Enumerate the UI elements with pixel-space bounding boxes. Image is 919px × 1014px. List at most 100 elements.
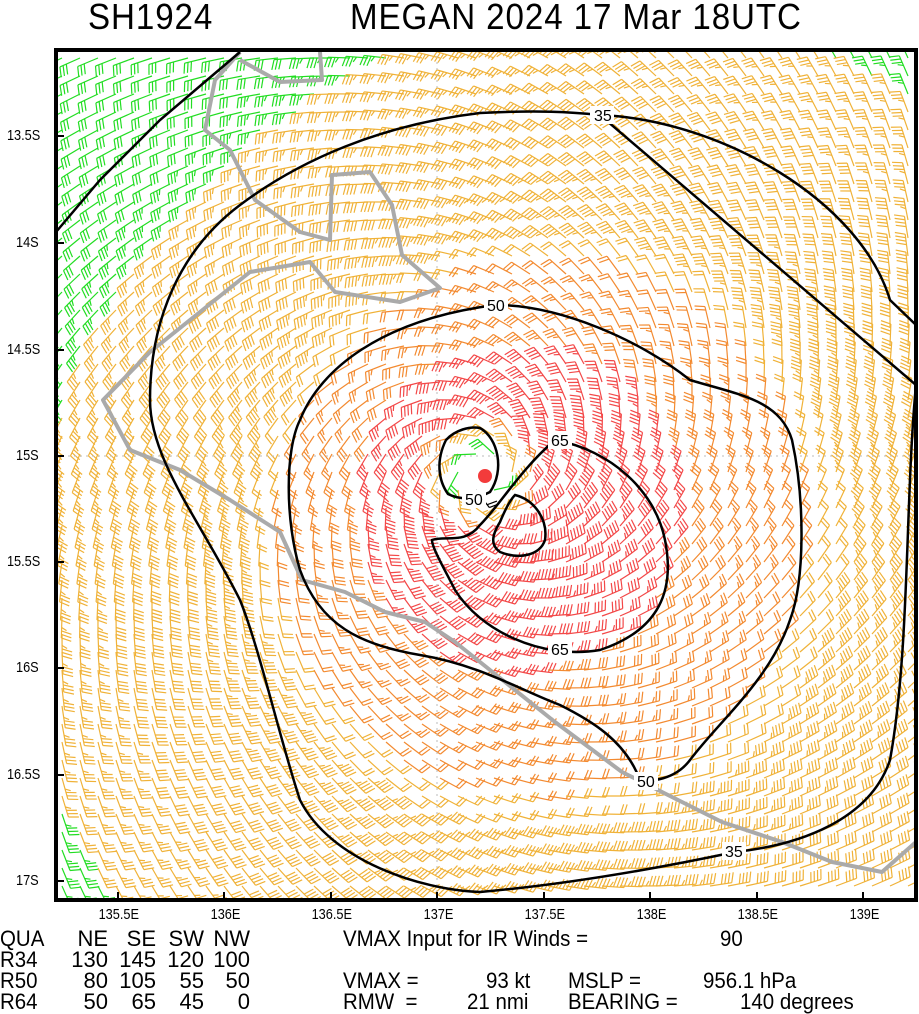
wind-barb xyxy=(184,129,207,148)
wind-barb xyxy=(115,867,137,889)
wind-barb xyxy=(56,237,63,244)
wind-barb xyxy=(150,201,171,223)
contour-labels: 35 35 50 50 50 65 65 xyxy=(462,106,746,861)
wind-barb xyxy=(557,116,585,131)
wind-barb xyxy=(615,254,639,275)
wind-barb xyxy=(75,543,87,571)
wind-barb xyxy=(187,291,207,316)
wind-barb xyxy=(241,741,263,763)
wind-barb xyxy=(359,91,387,103)
wind-barb xyxy=(761,127,783,149)
wind-barb xyxy=(893,196,909,221)
wind-barb xyxy=(817,757,839,779)
wind-barb xyxy=(872,126,891,149)
wind-barb xyxy=(151,885,172,900)
plot-title: MEGAN 2024 17 Mar 18UTC xyxy=(350,0,802,37)
wind-barb xyxy=(61,183,81,207)
wind-barb xyxy=(403,507,415,534)
wind-barb xyxy=(723,110,747,131)
wind-barb xyxy=(521,277,549,293)
wind-barb xyxy=(781,758,803,779)
wind-barb xyxy=(133,849,155,871)
wind-barb xyxy=(547,584,573,599)
wind-barb xyxy=(502,65,531,78)
wind-barb xyxy=(312,345,333,368)
wind-barb xyxy=(258,291,279,313)
wind-barb xyxy=(169,669,185,694)
wind-barb xyxy=(658,323,675,347)
wind-barb xyxy=(241,309,261,333)
wind-barb xyxy=(745,870,769,887)
wind-barb xyxy=(187,849,210,870)
wind-barb xyxy=(853,738,874,761)
wind-barb xyxy=(792,373,804,401)
wind-barb xyxy=(113,93,135,113)
wind-barb xyxy=(113,129,135,150)
wind-barb xyxy=(377,471,391,500)
wind-barb xyxy=(668,147,693,167)
wind-barb xyxy=(565,677,592,689)
wind-barb xyxy=(799,162,819,185)
wind-barb xyxy=(395,162,423,174)
wind-barb xyxy=(877,249,891,275)
wind-barb xyxy=(709,235,729,257)
wind-barb xyxy=(529,463,544,491)
wind-barb xyxy=(112,561,125,589)
wind-barb xyxy=(745,703,767,725)
contour-label-50: 50 xyxy=(637,774,655,791)
wind-barb xyxy=(344,255,369,270)
wind-barb xyxy=(205,651,222,675)
wind-barb xyxy=(255,147,279,164)
wind-barb xyxy=(778,56,801,77)
wind-barb xyxy=(595,220,621,239)
wind-barb xyxy=(565,658,592,671)
wind-barb xyxy=(448,68,477,81)
wind-barb xyxy=(275,273,297,294)
wind-barb xyxy=(667,76,693,95)
wind-barb xyxy=(74,525,86,554)
wind-barb xyxy=(835,775,857,797)
wind-barb xyxy=(277,705,299,727)
wind-barb xyxy=(293,291,315,311)
wind-barb xyxy=(241,759,264,780)
wind-barb xyxy=(594,79,621,95)
wind-barb xyxy=(521,260,549,275)
wind-barb xyxy=(331,687,355,707)
wind-barb xyxy=(597,273,621,293)
wind-barb xyxy=(204,273,225,296)
wind-barb xyxy=(202,147,225,166)
wind-barb xyxy=(801,215,819,239)
wind-barb xyxy=(115,687,131,712)
wind-barb xyxy=(466,264,495,276)
wind-barb xyxy=(817,144,837,167)
wind-barb xyxy=(651,183,675,203)
wind-barb xyxy=(361,255,387,268)
wind-barb xyxy=(760,74,783,95)
wind-barb xyxy=(851,55,873,77)
wind-barb xyxy=(112,57,135,76)
wind-barb xyxy=(637,690,661,707)
wind-barb xyxy=(763,721,785,743)
wind-barb xyxy=(565,806,593,818)
wind-barb xyxy=(539,206,567,221)
wind-barb xyxy=(112,75,135,95)
lat-label: 17S xyxy=(16,872,39,889)
wind-barb xyxy=(56,255,63,276)
wind-barb xyxy=(382,363,405,381)
wind-barb xyxy=(457,595,485,611)
wind-barb xyxy=(653,253,675,275)
wind-barb xyxy=(132,201,153,224)
wind-barb xyxy=(96,183,117,206)
wind-barb xyxy=(798,127,819,149)
wind-barb xyxy=(543,345,567,365)
wind-barb xyxy=(704,75,729,95)
wind-barb xyxy=(667,59,693,77)
wind-barb xyxy=(272,129,297,144)
wind-barb xyxy=(342,110,369,122)
wind-barb xyxy=(331,561,346,586)
wind-barb xyxy=(503,261,531,275)
wind-barb xyxy=(377,163,405,175)
wind-barb xyxy=(503,243,531,257)
wind-barb xyxy=(503,279,531,293)
wind-barb xyxy=(597,462,613,491)
